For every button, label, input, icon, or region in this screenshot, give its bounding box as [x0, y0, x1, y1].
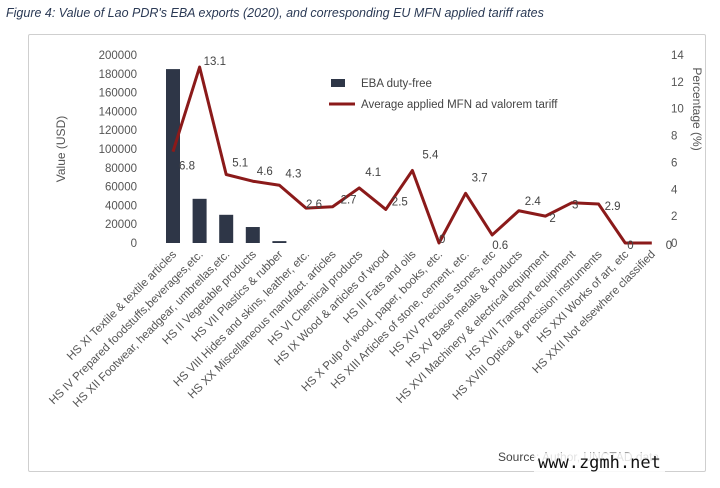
watermark: www.zgmh.net — [534, 453, 665, 473]
data-label: 13.1 — [204, 56, 226, 68]
data-label: 0.6 — [492, 240, 508, 252]
chart: 0200004000060000800001000001200001400001… — [47, 50, 704, 410]
y-tick-label: 140000 — [99, 106, 137, 118]
bar — [272, 241, 287, 243]
y-tick-label: 160000 — [99, 88, 137, 100]
legend-swatch-bar — [331, 79, 345, 87]
bar — [245, 227, 260, 243]
data-label: 2.5 — [392, 196, 408, 208]
y2-tick-label: 8 — [671, 131, 677, 143]
line-series — [171, 65, 652, 245]
data-label: 4.1 — [365, 167, 381, 179]
bar — [219, 214, 234, 243]
y-tick-label: 180000 — [99, 69, 137, 81]
data-label: 0 — [627, 240, 633, 252]
y-tick-label: 40000 — [105, 200, 137, 212]
data-label: 2.4 — [525, 196, 542, 208]
data-label: 6.8 — [179, 161, 195, 173]
x-tick-label: HS XI Textile & textile articles — [65, 248, 179, 362]
y2-tick-label: 12 — [671, 77, 684, 89]
y2-tick-label: 2 — [671, 211, 677, 223]
y2-tick-label: 10 — [671, 104, 684, 116]
data-label: 0 — [666, 240, 672, 252]
bar — [166, 69, 180, 243]
y-axis-title: Value (USD) — [54, 116, 68, 182]
data-label: 4.6 — [257, 166, 273, 178]
y2-tick-label: 14 — [671, 50, 684, 62]
y-tick-label: 20000 — [105, 219, 137, 231]
chart-panel: 0 20000 40000 60000 80000 100000 120000 140000 1… — [28, 34, 706, 472]
y-tick-label: 0 — [131, 238, 137, 250]
data-label: 3 — [572, 200, 578, 212]
y2-tick-label: 6 — [671, 157, 677, 169]
figure-title: Figure 4: Value of Lao PDR's EBA exports… — [6, 6, 544, 20]
y2-tick-label: 4 — [671, 184, 678, 196]
bar — [192, 198, 207, 243]
y-tick-label: 80000 — [105, 163, 137, 175]
data-label: 4.3 — [285, 168, 301, 180]
legend-label: Average applied MFN ad valorem tariff — [361, 99, 558, 111]
data-label: 5.1 — [232, 158, 248, 170]
data-label: 0 — [439, 234, 445, 246]
y-tick-label: 100000 — [99, 144, 137, 156]
data-label: 2.7 — [341, 195, 357, 207]
data-label: 2.6 — [306, 199, 322, 211]
data-label: 5.4 — [422, 149, 439, 161]
y2-axis-title: Percentage (%) — [690, 67, 704, 150]
legend-label: EBA duty-free — [361, 78, 432, 90]
data-label: 2 — [549, 213, 555, 225]
y-tick-label: 120000 — [99, 125, 137, 137]
data-label: 2.9 — [605, 201, 621, 213]
y-tick-label: 60000 — [105, 182, 137, 194]
y2-tick-label: 0 — [671, 238, 677, 250]
data-label: 3.7 — [472, 172, 488, 184]
y-tick-label: 200000 — [99, 50, 137, 62]
